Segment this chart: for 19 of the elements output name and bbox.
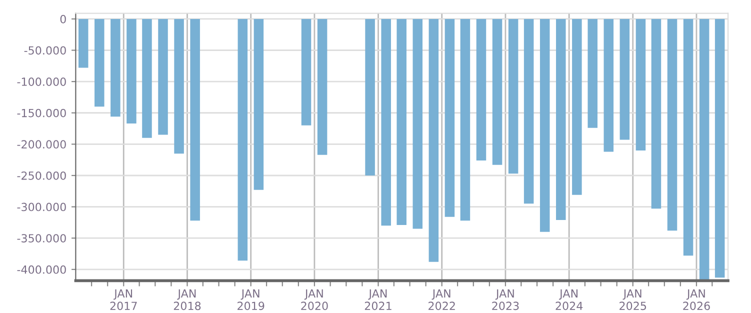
x-tick-label: JAN 2022 (428, 289, 455, 310)
y-tick-label: -250.000 (17, 171, 66, 180)
x-tick-label: JAN 2024 (556, 289, 583, 310)
x-tick-label: JAN 2023 (492, 289, 519, 310)
y-tick-label: -50.000 (24, 46, 66, 55)
y-tick-label: -400.000 (17, 265, 66, 274)
x-tick-label: JAN 2021 (364, 289, 392, 310)
y-tick-label: -100.000 (17, 78, 66, 86)
y-tick-label: -300.000 (17, 202, 66, 212)
y-tick-label: -200.000 (17, 140, 66, 149)
x-tick-label: JAN 2020 (301, 289, 328, 310)
x-tick-label: JAN 2017 (110, 289, 137, 310)
x-tick-label: JAN 2026 (683, 289, 710, 310)
y-tick-label: -150.000 (17, 108, 66, 118)
x-tick-label: JAN 2025 (620, 289, 646, 310)
x-tick-label: JAN 2019 (238, 289, 264, 310)
x-tick-label: JAN 2018 (174, 289, 201, 310)
y-tick-label: 0 (60, 14, 66, 24)
y-tick-label: -350.000 (17, 234, 66, 242)
